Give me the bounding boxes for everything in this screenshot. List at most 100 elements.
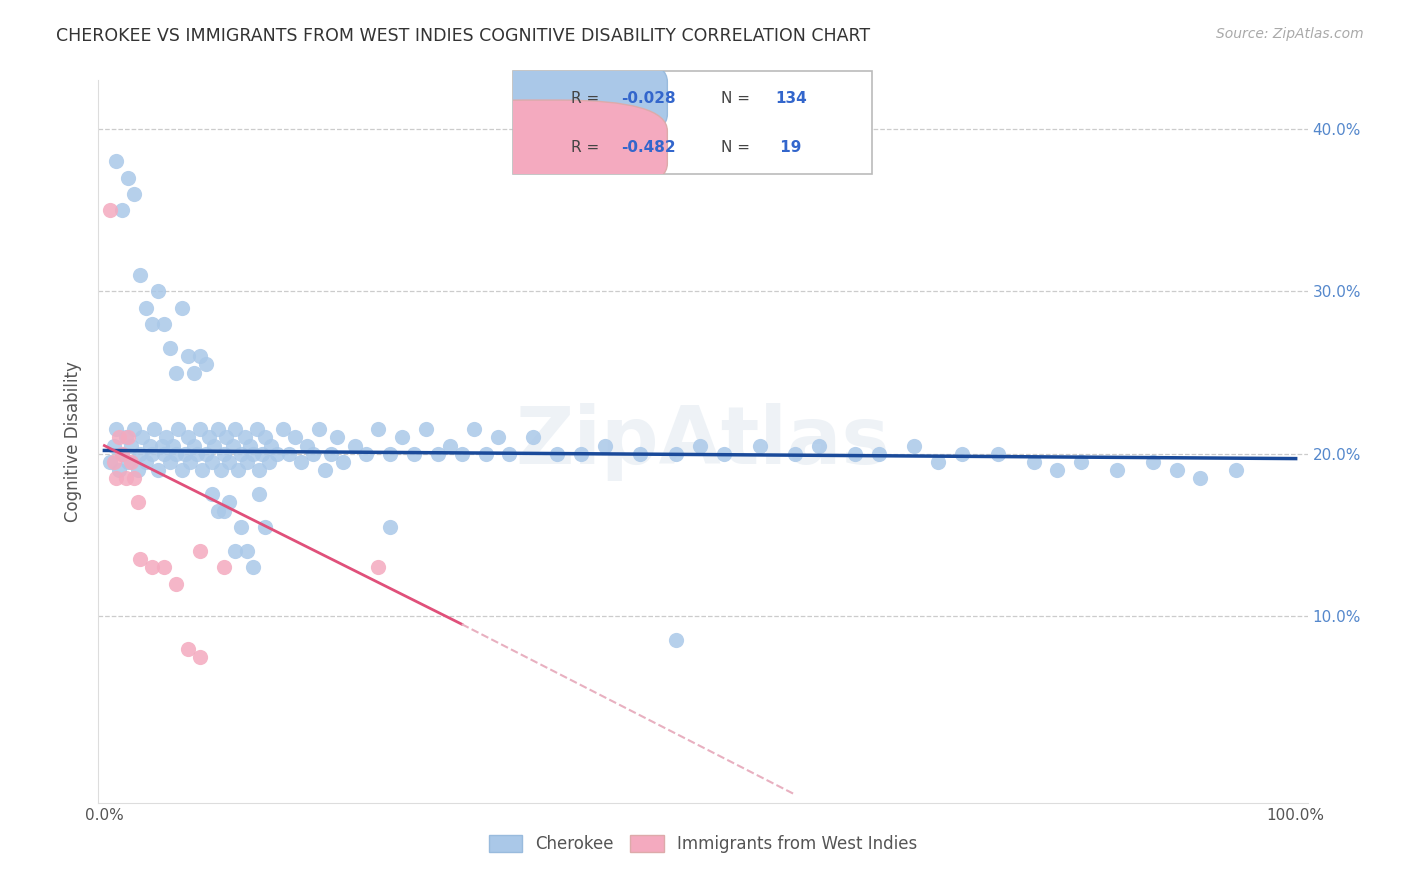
Point: [546, 447, 568, 461]
Point: [498, 447, 520, 461]
Point: [200, 487, 222, 501]
Point: [202, 439, 225, 453]
Point: [415, 422, 437, 436]
Point: [254, 430, 277, 444]
Point: [103, 439, 125, 453]
Point: [105, 422, 128, 436]
Point: [302, 447, 325, 461]
Point: [380, 447, 402, 461]
Point: [231, 447, 253, 461]
Point: [630, 447, 652, 461]
Point: [177, 349, 200, 363]
Point: [107, 463, 129, 477]
Point: [209, 463, 232, 477]
Point: [903, 439, 925, 453]
Point: [174, 447, 197, 461]
Point: [522, 430, 544, 444]
Point: [153, 317, 176, 331]
Point: [159, 341, 181, 355]
Point: [200, 455, 222, 469]
Point: [98, 455, 121, 469]
Text: R =: R =: [571, 140, 603, 155]
Point: [343, 439, 366, 453]
Point: [218, 455, 240, 469]
Point: [138, 439, 160, 453]
Point: [247, 487, 270, 501]
Point: [98, 203, 121, 218]
Point: [207, 422, 229, 436]
Point: [188, 649, 211, 664]
Point: [122, 471, 145, 485]
Point: [141, 447, 163, 461]
Point: [111, 447, 134, 461]
Point: [191, 463, 214, 477]
Point: [450, 447, 472, 461]
Point: [295, 439, 318, 453]
Point: [308, 422, 330, 436]
Point: [1142, 455, 1164, 469]
Point: [107, 430, 129, 444]
Point: [1189, 471, 1212, 485]
Point: [380, 520, 402, 534]
Point: [242, 447, 264, 461]
Point: [212, 447, 235, 461]
Point: [103, 455, 125, 469]
Text: -0.028: -0.028: [621, 90, 675, 105]
Point: [165, 576, 187, 591]
Point: [367, 560, 389, 574]
Point: [129, 552, 152, 566]
Legend: Cherokee, Immigrants from West Indies: Cherokee, Immigrants from West Indies: [482, 828, 924, 860]
Point: [844, 447, 866, 461]
Point: [153, 560, 176, 574]
Point: [226, 463, 249, 477]
Point: [167, 422, 190, 436]
Point: [170, 301, 193, 315]
Point: [290, 455, 312, 469]
Point: [120, 455, 142, 469]
Point: [927, 455, 949, 469]
Point: [257, 455, 280, 469]
Point: [486, 430, 509, 444]
Point: [177, 641, 200, 656]
Point: [183, 366, 205, 380]
Point: [284, 430, 307, 444]
Point: [391, 430, 413, 444]
Point: [170, 463, 193, 477]
Point: [1046, 463, 1069, 477]
Point: [105, 471, 128, 485]
Point: [665, 633, 688, 648]
Point: [122, 186, 145, 201]
Y-axis label: Cognitive Disability: Cognitive Disability: [65, 361, 83, 522]
Point: [186, 447, 208, 461]
Point: [332, 455, 354, 469]
Point: [426, 447, 449, 461]
Point: [159, 455, 181, 469]
Point: [111, 447, 134, 461]
Point: [127, 463, 149, 477]
Point: [188, 422, 211, 436]
Point: [224, 422, 246, 436]
Point: [114, 471, 136, 485]
Point: [188, 544, 211, 558]
Point: [179, 455, 201, 469]
Point: [117, 430, 139, 444]
Point: [150, 439, 173, 453]
Point: [129, 447, 152, 461]
Point: [260, 439, 283, 453]
Point: [188, 349, 211, 363]
Point: [231, 520, 253, 534]
Point: [177, 430, 200, 444]
Point: [474, 447, 496, 461]
Text: CHEROKEE VS IMMIGRANTS FROM WEST INDIES COGNITIVE DISABILITY CORRELATION CHART: CHEROKEE VS IMMIGRANTS FROM WEST INDIES …: [56, 27, 870, 45]
Point: [987, 447, 1010, 461]
Point: [135, 301, 157, 315]
Point: [215, 430, 238, 444]
Point: [242, 560, 264, 574]
Point: [439, 439, 461, 453]
Point: [212, 560, 235, 574]
Point: [748, 439, 770, 453]
Point: [207, 503, 229, 517]
Point: [222, 439, 245, 453]
Point: [239, 439, 262, 453]
Text: N =: N =: [721, 140, 755, 155]
